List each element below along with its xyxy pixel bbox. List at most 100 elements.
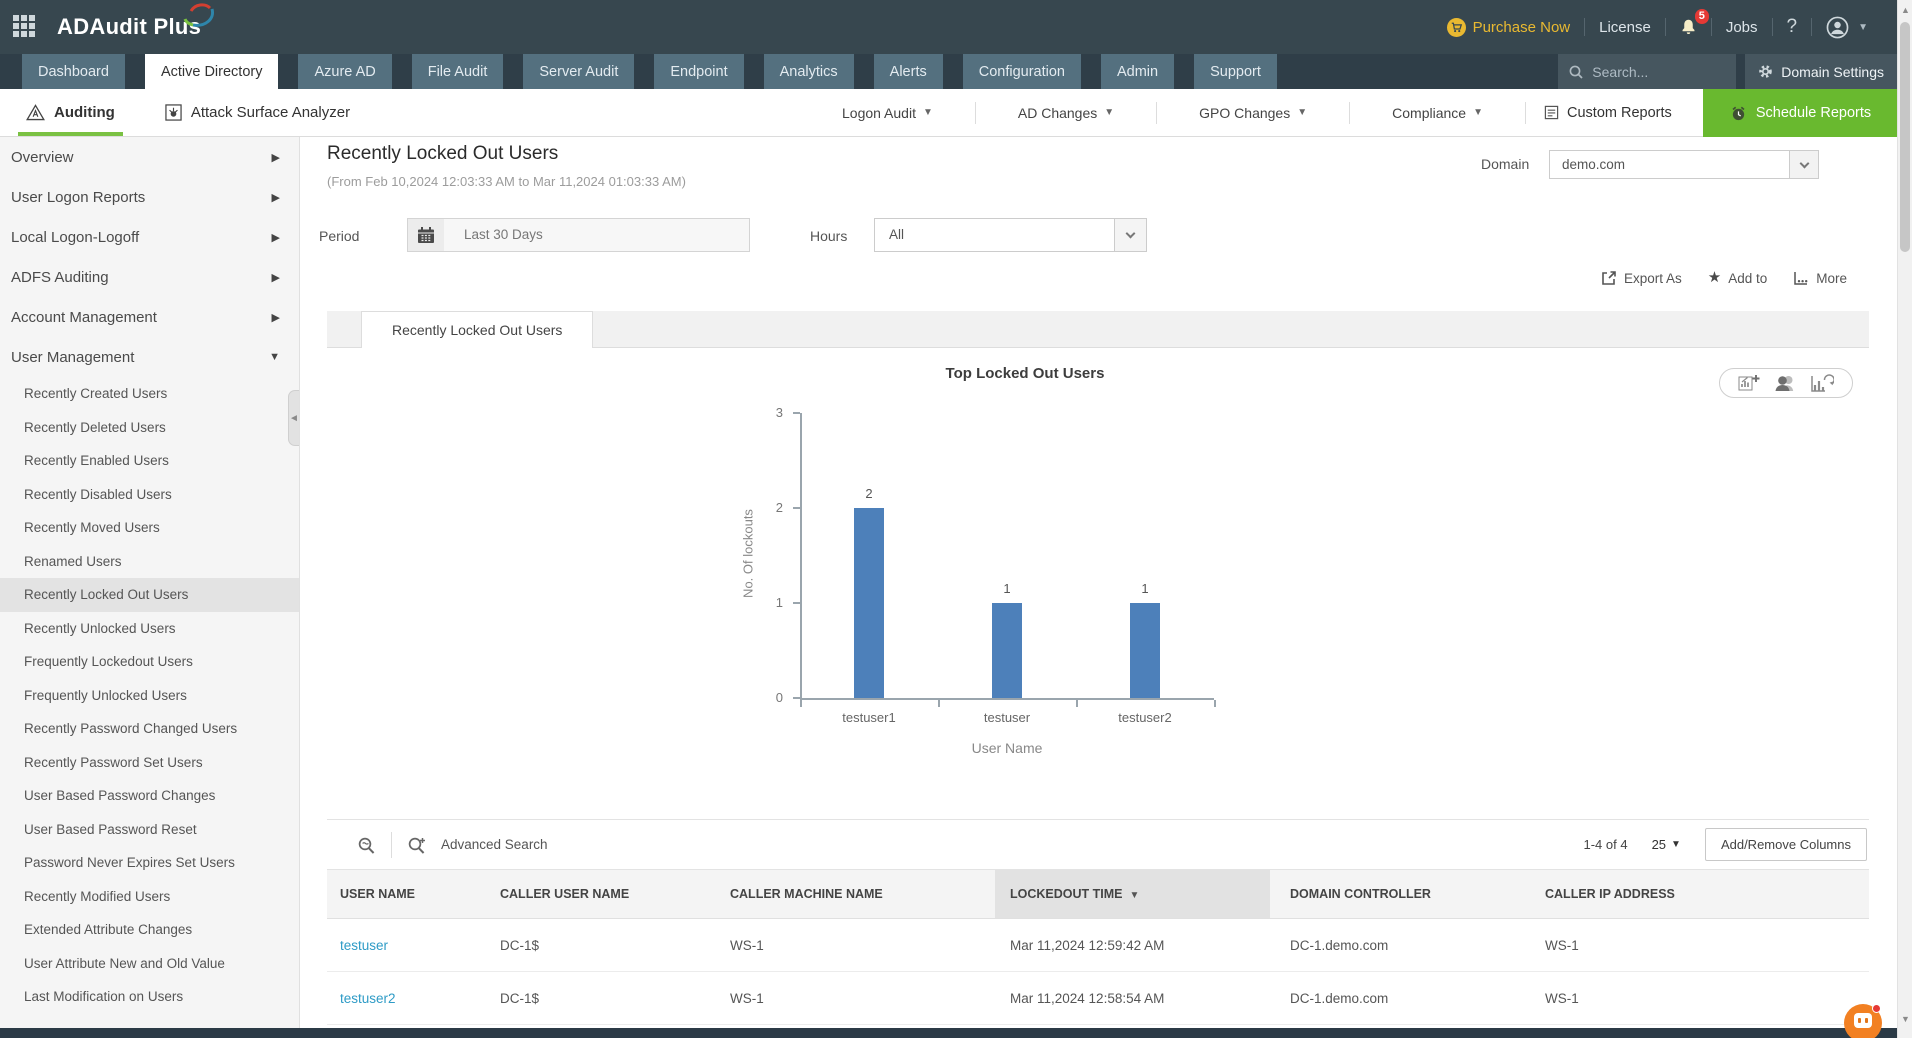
export-chart-icon[interactable] <box>1738 373 1760 393</box>
topbar-actions: Purchase Now License 5 Jobs ? ▼ <box>1433 9 1882 39</box>
cell-user[interactable]: testuser <box>340 938 389 953</box>
column-search-icon[interactable] <box>351 836 382 854</box>
app-logo[interactable]: ADAudit Plus <box>57 3 215 40</box>
menu-ad-changes[interactable]: AD Changes ▼ <box>976 105 1156 121</box>
active-tab-underline <box>18 132 123 136</box>
sidebar-item-recently-password-changed-users[interactable]: Recently Password Changed Users <box>24 721 238 737</box>
user-menu[interactable]: ▼ <box>1812 16 1882 39</box>
scroll-down-arrow[interactable]: ▼ <box>1901 1014 1910 1024</box>
domain-select[interactable]: demo.com <box>1549 150 1819 179</box>
tab-support[interactable]: Support <box>1194 54 1277 89</box>
tab-endpoint[interactable]: Endpoint <box>654 54 744 89</box>
menu-compliance[interactable]: Compliance ▼ <box>1350 105 1525 121</box>
chart-bar-testuser2[interactable] <box>1130 603 1160 698</box>
chevron-down-icon: ▼ <box>1297 107 1308 118</box>
sidebar-item-password-never-expires-set-users[interactable]: Password Never Expires Set Users <box>24 855 235 871</box>
chart-bar-testuser[interactable] <box>992 603 1022 698</box>
page-scrollbar[interactable]: ▲ ▼ <box>1897 0 1912 1038</box>
sidebar-item-user-based-password-reset[interactable]: User Based Password Reset <box>24 821 197 837</box>
notifications-button[interactable]: 5 <box>1666 9 1711 36</box>
tab-configuration[interactable]: Configuration <box>962 54 1081 89</box>
subnav-divider <box>1156 101 1158 124</box>
topbar-divider <box>1771 18 1773 36</box>
sidebar-item-recently-unlocked-users[interactable]: Recently Unlocked Users <box>24 620 176 636</box>
col-caller-machine-name[interactable]: CALLER MACHINE NAME <box>730 887 883 901</box>
menu-logon-audit[interactable]: Logon Audit ▼ <box>800 105 975 121</box>
sidebar-item-extended-attribute-changes[interactable]: Extended Attribute Changes <box>24 922 193 938</box>
sidebar-item-recently-created-users[interactable]: Recently Created Users <box>24 386 168 402</box>
tab-admin[interactable]: Admin <box>1100 54 1175 89</box>
sidebar-group-account-management[interactable]: Account Management ▶ <box>0 297 299 337</box>
purchase-now-button[interactable]: Purchase Now <box>1433 17 1585 37</box>
tab-alerts[interactable]: Alerts <box>873 54 943 89</box>
chevron-down-icon <box>1114 219 1146 251</box>
tab-dashboard[interactable]: Dashboard <box>22 54 125 89</box>
scrollbar-thumb[interactable] <box>1900 22 1910 252</box>
sidebar-item-recently-enabled-users[interactable]: Recently Enabled Users <box>24 453 169 469</box>
sidebar-group-local-logon-logoff[interactable]: Local Logon-Logoff ▶ <box>0 217 299 257</box>
menu-label: GPO Changes <box>1199 104 1291 121</box>
tab-file-audit[interactable]: File Audit <box>411 54 504 89</box>
col-caller-ip-address[interactable]: CALLER IP ADDRESS <box>1545 887 1675 901</box>
logo-swoosh-icon <box>183 3 215 27</box>
sidebar-item-recently-modified-users[interactable]: Recently Modified Users <box>24 888 171 904</box>
sidebar-item-last-modification-on-users[interactable]: Last Modification on Users <box>24 989 184 1005</box>
sidebar-item-recently-locked-out-users[interactable]: Recently Locked Out Users <box>0 578 299 612</box>
tab-recently-locked-out-users[interactable]: Recently Locked Out Users <box>361 311 594 348</box>
sidebar-collapse-handle[interactable]: ◄ <box>288 390 299 446</box>
chart-refresh-icon[interactable] <box>1810 373 1834 393</box>
sidebar-item-recently-disabled-users[interactable]: Recently Disabled Users <box>24 486 172 502</box>
apps-grid-icon[interactable] <box>13 15 37 39</box>
add-remove-columns-button[interactable]: Add/Remove Columns <box>1704 828 1867 861</box>
sidebar-group-user-logon-reports[interactable]: User Logon Reports ▶ <box>0 177 299 217</box>
jobs-link[interactable]: Jobs <box>1712 19 1772 36</box>
col-domain-controller[interactable]: DOMAIN CONTROLLER <box>1290 887 1431 901</box>
col-user-name[interactable]: USER NAME <box>340 887 416 901</box>
sidebar-item-recently-moved-users[interactable]: Recently Moved Users <box>24 520 160 536</box>
help-button[interactable]: ? <box>1773 16 1812 38</box>
domain-settings-button[interactable]: Domain Settings <box>1745 54 1897 89</box>
calendar-icon <box>418 226 434 243</box>
cell-user[interactable]: testuser2 <box>340 991 396 1006</box>
tab-azure-ad[interactable]: Azure AD <box>298 54 392 89</box>
advanced-search-icon[interactable] <box>401 836 433 854</box>
scroll-up-arrow[interactable]: ▲ <box>1901 5 1910 15</box>
calendar-button[interactable] <box>407 218 445 252</box>
advanced-search-label[interactable]: Advanced Search <box>441 837 548 852</box>
sidebar-group-adfs-auditing[interactable]: ADFS Auditing ▶ <box>0 257 299 297</box>
sidebar-group-overview[interactable]: Overview ▶ <box>0 137 299 177</box>
col-caller-user-name[interactable]: CALLER USER NAME <box>500 887 630 901</box>
subtab-attack-surface-analyzer[interactable]: Attack Surface Analyzer <box>155 89 360 136</box>
tab-active-directory[interactable]: Active Directory <box>144 54 279 89</box>
subtab-auditing[interactable]: Auditing <box>16 89 125 136</box>
export-as-button[interactable]: Export As <box>1601 270 1682 286</box>
col-lockedout-time[interactable]: LOCKEDOUT TIME ▼ <box>1010 887 1140 901</box>
sidebar-item-user-attribute-new-and-old-value[interactable]: User Attribute New and Old Value <box>24 955 225 971</box>
tab-analytics[interactable]: Analytics <box>763 54 854 89</box>
gear-icon <box>1759 65 1773 78</box>
license-link[interactable]: License <box>1585 19 1665 36</box>
page-size-select[interactable]: 25 ▼ <box>1652 837 1681 852</box>
sidebar-group-user-management[interactable]: User Management ▼ <box>0 337 299 377</box>
user-summary-icon[interactable] <box>1773 373 1797 393</box>
schedule-reports-button[interactable]: Schedule Reports <box>1703 89 1898 137</box>
more-button[interactable]: More <box>1793 271 1847 286</box>
sidebar-item-frequently-lockedout-users[interactable]: Frequently Lockedout Users <box>24 654 193 670</box>
sidebar-item-recently-deleted-users[interactable]: Recently Deleted Users <box>24 419 166 435</box>
sidebar-item-recently-password-set-users[interactable]: Recently Password Set Users <box>24 754 203 770</box>
chat-assistant-button[interactable] <box>1844 1004 1882 1038</box>
global-search-input[interactable]: Search... <box>1558 54 1737 89</box>
add-to-button[interactable]: ★ Add to <box>1708 270 1767 286</box>
tab-server-audit[interactable]: Server Audit <box>523 54 635 89</box>
hours-select[interactable]: All <box>874 218 1147 252</box>
period-input[interactable]: Last 30 Days <box>444 218 750 252</box>
sidebar-item-renamed-users[interactable]: Renamed Users <box>24 553 122 569</box>
chart-bar-testuser1[interactable] <box>854 508 884 698</box>
menu-gpo-changes[interactable]: GPO Changes ▼ <box>1157 105 1349 121</box>
auditing-icon <box>26 104 45 121</box>
sidebar-item-frequently-unlocked-users[interactable]: Frequently Unlocked Users <box>24 687 187 703</box>
custom-reports-button[interactable]: Custom Reports <box>1544 105 1672 121</box>
x-category-label: testuser2 <box>1118 710 1172 725</box>
report-tab-strip: Recently Locked Out Users <box>327 311 1869 348</box>
sidebar-item-user-based-password-changes[interactable]: User Based Password Changes <box>24 788 216 804</box>
